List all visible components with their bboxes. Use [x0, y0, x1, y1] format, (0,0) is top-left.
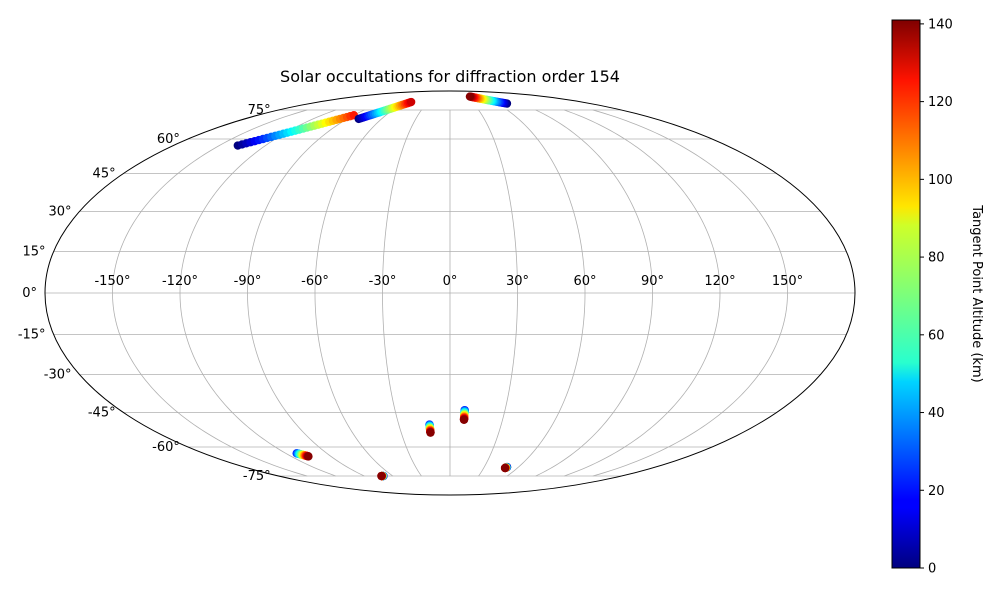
longitude-tick-label: -60° — [301, 274, 329, 289]
meridian-gridline — [564, 109, 721, 477]
map-boundary — [44, 90, 856, 496]
meridian-gridline — [382, 109, 422, 477]
longitude-tick-label: 0° — [443, 274, 458, 289]
latitude-tick-label: 0° — [22, 286, 37, 301]
colorbar-tick-label: 40 — [928, 406, 945, 421]
longitude-tick-label: -120° — [162, 274, 198, 289]
longitude-tick-label: -90° — [234, 274, 262, 289]
longitude-tick-label: -30° — [369, 274, 397, 289]
colorbar-tick-label: 20 — [928, 484, 945, 499]
meridian-gridline — [478, 109, 518, 477]
occultation-point — [304, 452, 313, 461]
latitude-tick-labels: -75° -60° -45° -30° -15° 0° 15° 30° 45° 60° 75° — [18, 103, 271, 484]
longitude-tick-label: 90° — [641, 274, 664, 289]
colorbar-tick-label: 140 — [928, 17, 953, 32]
meridian-gridline — [592, 109, 788, 477]
latitude-tick-label: -75° — [243, 469, 271, 484]
meridian-gridline — [506, 109, 586, 477]
longitude-tick-label: 60° — [573, 274, 596, 289]
latitude-tick-label: 30° — [48, 204, 71, 219]
latitude-tick-label: -60° — [152, 440, 180, 455]
colorbar-ticks: 0 20 40 60 80 100 120 140 — [920, 17, 953, 577]
occultation-point — [406, 97, 416, 107]
colorbar-tick-label: 0 — [928, 562, 936, 577]
occultation-point — [500, 463, 510, 473]
latitude-tick-label: 75° — [248, 103, 271, 118]
latitude-tick-label: 60° — [157, 132, 180, 147]
longitude-tick-labels: -150° -120° -90° -60° -30° 0° 30° 60° 90° 120° 150… — [94, 274, 803, 289]
colorbar — [891, 19, 921, 569]
chart-title: Solar occultations for diffraction order… — [280, 67, 620, 86]
meridian-gridline — [535, 109, 653, 477]
longitude-tick-label: -150° — [94, 274, 130, 289]
occultation-point — [465, 92, 475, 101]
meridian-gridline — [179, 109, 336, 477]
colorbar-tick-label: 60 — [928, 328, 945, 343]
latitude-tick-label: -45° — [88, 406, 116, 421]
colorbar-tick-label: 80 — [928, 251, 945, 266]
latitude-tick-label: 45° — [93, 166, 116, 181]
colorbar-tick-label: 120 — [928, 95, 953, 110]
occultation-point — [377, 471, 386, 481]
colorbar-tick-label: 100 — [928, 173, 953, 188]
data-points — [233, 92, 512, 481]
meridian-gridline — [314, 109, 394, 477]
longitude-tick-label: 150° — [772, 274, 803, 289]
longitude-tick-label: 120° — [704, 274, 735, 289]
latitude-tick-label: -30° — [44, 368, 72, 383]
latitude-tick-label: 15° — [23, 245, 46, 260]
meridian-gridline — [112, 109, 308, 477]
grid-lines — [45, 109, 855, 477]
colorbar-label: Tangent Point Altitude (km) — [969, 204, 984, 382]
meridian-gridline — [247, 109, 365, 477]
latitude-tick-label: -15° — [18, 327, 46, 342]
longitude-tick-label: 30° — [506, 274, 529, 289]
occultation-point — [426, 428, 435, 437]
occultation-point — [459, 415, 469, 425]
